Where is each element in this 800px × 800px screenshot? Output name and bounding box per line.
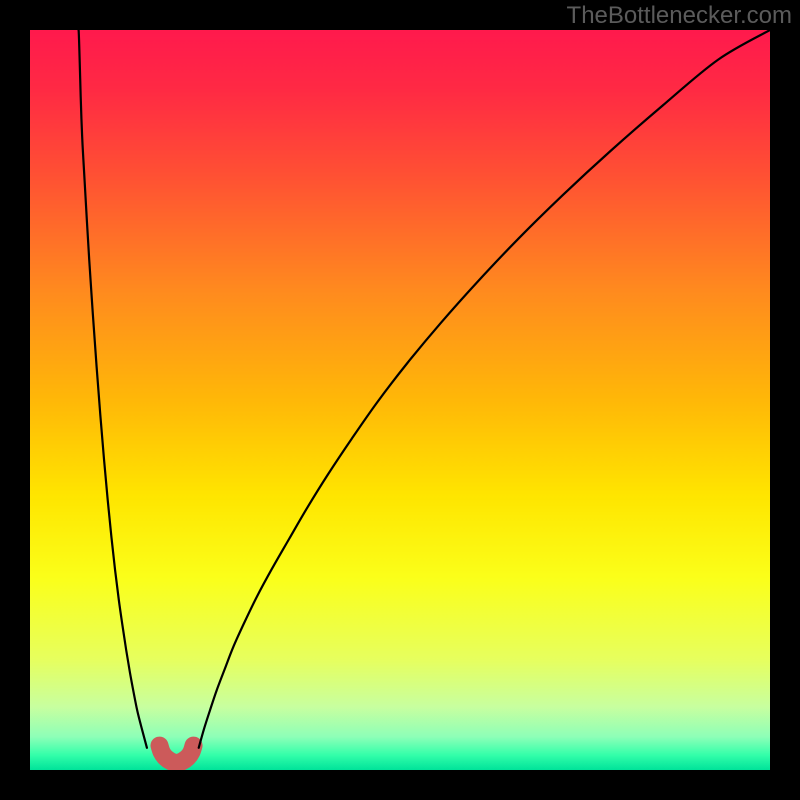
watermark-text: TheBottlenecker.com <box>567 2 792 30</box>
gradient-plot-area <box>30 30 770 770</box>
chart-stage: TheBottlenecker.com <box>0 0 800 800</box>
